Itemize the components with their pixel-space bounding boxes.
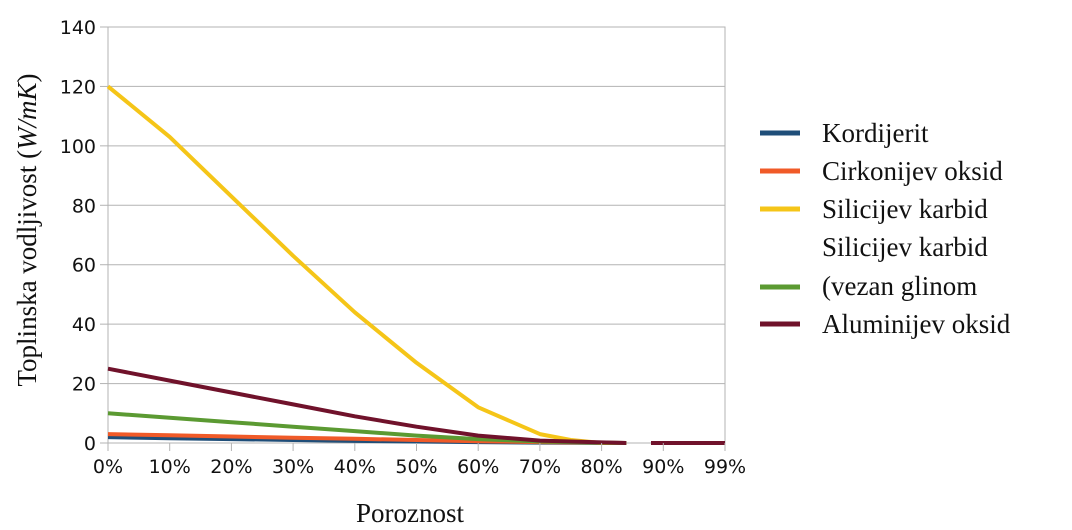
x-tick-label: 40% <box>334 456 376 478</box>
x-tick-label: 20% <box>210 456 252 478</box>
x-axis-ticks: 0% 10% 20% 30% 40% 50% 60% 70% 80% 90% 99% <box>93 443 746 478</box>
x-tick-label: 50% <box>395 456 437 478</box>
y-axis-ticks: 0 20 40 60 80 100 120 140 <box>60 17 108 455</box>
y-tick-label: 60 <box>72 255 96 277</box>
y-tick-label: 140 <box>60 17 96 39</box>
legend-label-4: Silicijev karbid (vezan glinom <box>822 232 988 301</box>
y-tick-label: 80 <box>72 195 96 217</box>
legend: Kordijerit Cirkonijev oksid Silicijev karb… <box>760 118 1011 339</box>
x-tick-label: 0% <box>93 456 123 478</box>
y-axis-label: Toplinska vodljivost (W/mK) <box>12 73 42 386</box>
x-axis-label: Poroznost <box>356 498 464 528</box>
x-tick-label: 30% <box>272 456 314 478</box>
series-layer <box>106 84 725 445</box>
x-tick-label: 80% <box>580 456 622 478</box>
y-axis-label-after: ) <box>12 73 42 82</box>
x-tick-label: 10% <box>149 456 191 478</box>
x-tick-label: 99% <box>704 456 746 478</box>
y-tick-label: 120 <box>60 76 96 98</box>
series-line-5 <box>107 366 627 445</box>
plot-border <box>107 26 726 444</box>
legend-label-5: Aluminijev oksid <box>822 309 1011 339</box>
y-axis-label-before: Toplinska vodljivost ( <box>12 150 42 387</box>
x-tick-label: 60% <box>457 456 499 478</box>
y-tick-label: 0 <box>84 433 96 455</box>
legend-label-2: Cirkonijev oksid <box>822 156 1003 186</box>
x-tick-label: 90% <box>642 456 684 478</box>
legend-label-3: Silicijev karbid <box>822 194 988 224</box>
x-tick-label: 70% <box>519 456 561 478</box>
gridlines <box>108 26 725 444</box>
y-axis-label-unit: W/mK <box>12 80 42 149</box>
y-tick-label: 100 <box>60 136 96 158</box>
legend-label-1: Kordijerit <box>822 118 929 148</box>
y-tick-label: 40 <box>72 314 96 336</box>
y-tick-label: 20 <box>72 374 96 396</box>
